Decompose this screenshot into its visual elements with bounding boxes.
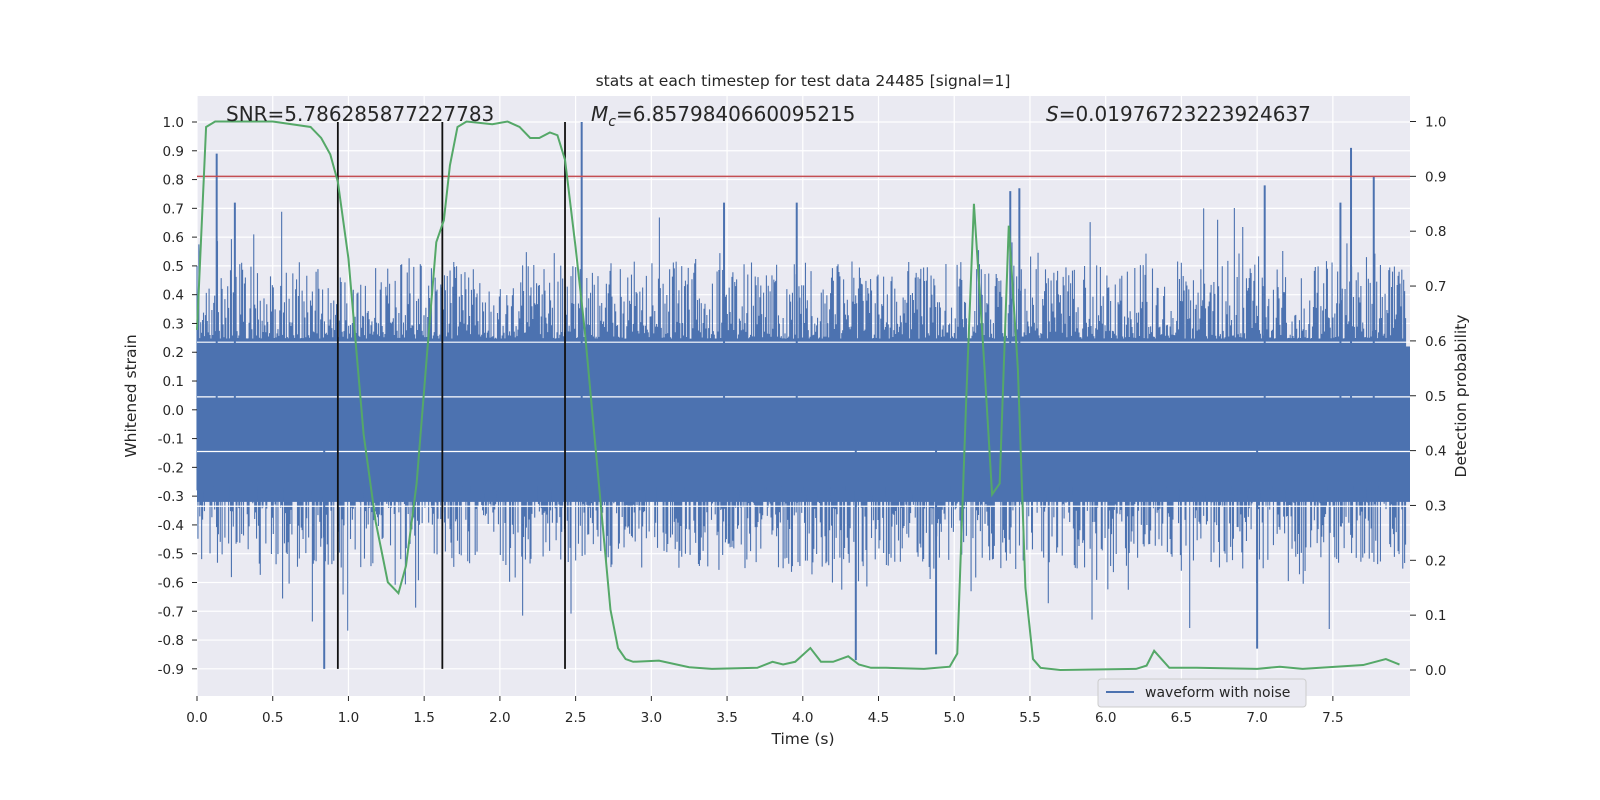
left-y-tick-label: -0.7	[158, 604, 184, 620]
left-y-tick-label: 0.9	[163, 144, 184, 160]
mc-annotation: Mc=6.8579840660095215	[591, 102, 855, 130]
left-y-tick-label: 0.6	[163, 230, 184, 246]
s-value: =0.01976723223924637	[1059, 102, 1311, 126]
left-y-tick-label: -0.6	[158, 575, 184, 591]
left-y-tick-label: 0.1	[163, 374, 184, 390]
legend-label-waveform: waveform with noise	[1145, 685, 1290, 701]
legend: waveform with noise	[1097, 678, 1307, 708]
x-tick-label: 2.0	[489, 710, 510, 726]
snr-annotation: SNR=5.786285877227783	[226, 102, 494, 126]
right-y-axis-label: Detection probability	[1452, 315, 1470, 478]
detection-probability-line	[196, 120, 1400, 672]
left-y-tick-label: 0.3	[163, 316, 184, 332]
right-y-tick-label: 0.1	[1425, 608, 1446, 624]
left-y-axis-label: Whitened strain	[122, 334, 140, 457]
left-y-tick-label: 0.2	[163, 345, 184, 361]
x-tick-label: 7.0	[1246, 710, 1267, 726]
mc-subscript: c	[608, 114, 616, 130]
x-tick-label: 1.0	[338, 710, 359, 726]
right-y-tick-label: 0.4	[1425, 444, 1446, 460]
x-axis-label: Time (s)	[770, 730, 834, 748]
left-y-tick-label: 1.0	[163, 115, 184, 131]
left-y-tick-label: -0.3	[158, 489, 184, 505]
right-y-tick-label: 0.9	[1425, 169, 1446, 185]
mc-value: =6.8579840660095215	[616, 102, 855, 126]
left-y-tick-label: 0.0	[163, 403, 184, 419]
x-tick-label: 3.0	[641, 710, 662, 726]
x-tick-label: 6.0	[1095, 710, 1116, 726]
right-y-tick-label: 0.3	[1425, 498, 1446, 514]
mc-symbol: M	[591, 102, 608, 126]
x-tick-label: 3.5	[716, 710, 737, 726]
x-tick-label: 4.0	[792, 710, 813, 726]
x-tick-label: 0.5	[262, 710, 283, 726]
waveform-with-noise-series	[196, 208, 1410, 631]
left-y-axis-ticks: 1.0 0.9 0.8 0.7 0.6 0.5 0.4 0.3 0.2 0.1 0.0 -0.1 -0.…	[158, 115, 197, 678]
vertical-markers	[336, 122, 566, 669]
left-y-tick-label: 0.7	[163, 201, 184, 217]
left-y-tick-label: -0.8	[158, 633, 184, 649]
x-tick-label: 1.5	[413, 710, 434, 726]
left-y-tick-label: -0.4	[158, 518, 184, 534]
x-tick-label: 5.0	[943, 710, 964, 726]
left-y-tick-label: 0.5	[163, 259, 184, 275]
right-y-tick-label: 0.7	[1425, 279, 1446, 295]
right-y-tick-label: 0.8	[1425, 224, 1446, 240]
right-y-tick-label: 0.6	[1425, 334, 1446, 350]
left-y-tick-label: 0.4	[163, 288, 184, 304]
chart-title: stats at each timestep for test data 244…	[596, 72, 1011, 90]
x-tick-label: 0.0	[186, 710, 207, 726]
left-y-tick-label: -0.1	[158, 432, 184, 448]
right-y-tick-label: 0.5	[1425, 389, 1446, 405]
x-tick-label: 7.5	[1322, 710, 1343, 726]
right-y-tick-label: 0.0	[1425, 663, 1446, 679]
left-y-tick-label: 0.8	[163, 173, 184, 189]
x-tick-label: 5.5	[1019, 710, 1040, 726]
x-tick-label: 2.5	[565, 710, 586, 726]
legend-box	[1097, 678, 1307, 708]
s-annotation: S=0.01976723223924637	[1046, 102, 1311, 126]
right-y-tick-label: 1.0	[1425, 115, 1446, 131]
left-y-tick-label: -0.9	[158, 662, 184, 678]
x-tick-label: 6.5	[1171, 710, 1192, 726]
left-y-tick-label: -0.2	[158, 460, 184, 476]
right-y-tick-label: 0.2	[1425, 553, 1446, 569]
right-y-axis-ticks: 1.0 0.9 0.8 0.7 0.6 0.5 0.4 0.3 0.2 0.1 0.0	[1410, 115, 1446, 679]
waveform-trace	[196, 208, 1407, 631]
x-axis-ticks: 0.0 0.5 1.0 1.5 2.0 2.5 3.0 3.5 4.0 4.5 5.0 5.5 6.0 6…	[186, 696, 1344, 726]
left-y-tick-label: -0.5	[158, 547, 184, 563]
waveform-peaks	[215, 122, 1375, 669]
x-tick-label: 4.5	[868, 710, 889, 726]
s-symbol: S	[1046, 102, 1059, 126]
